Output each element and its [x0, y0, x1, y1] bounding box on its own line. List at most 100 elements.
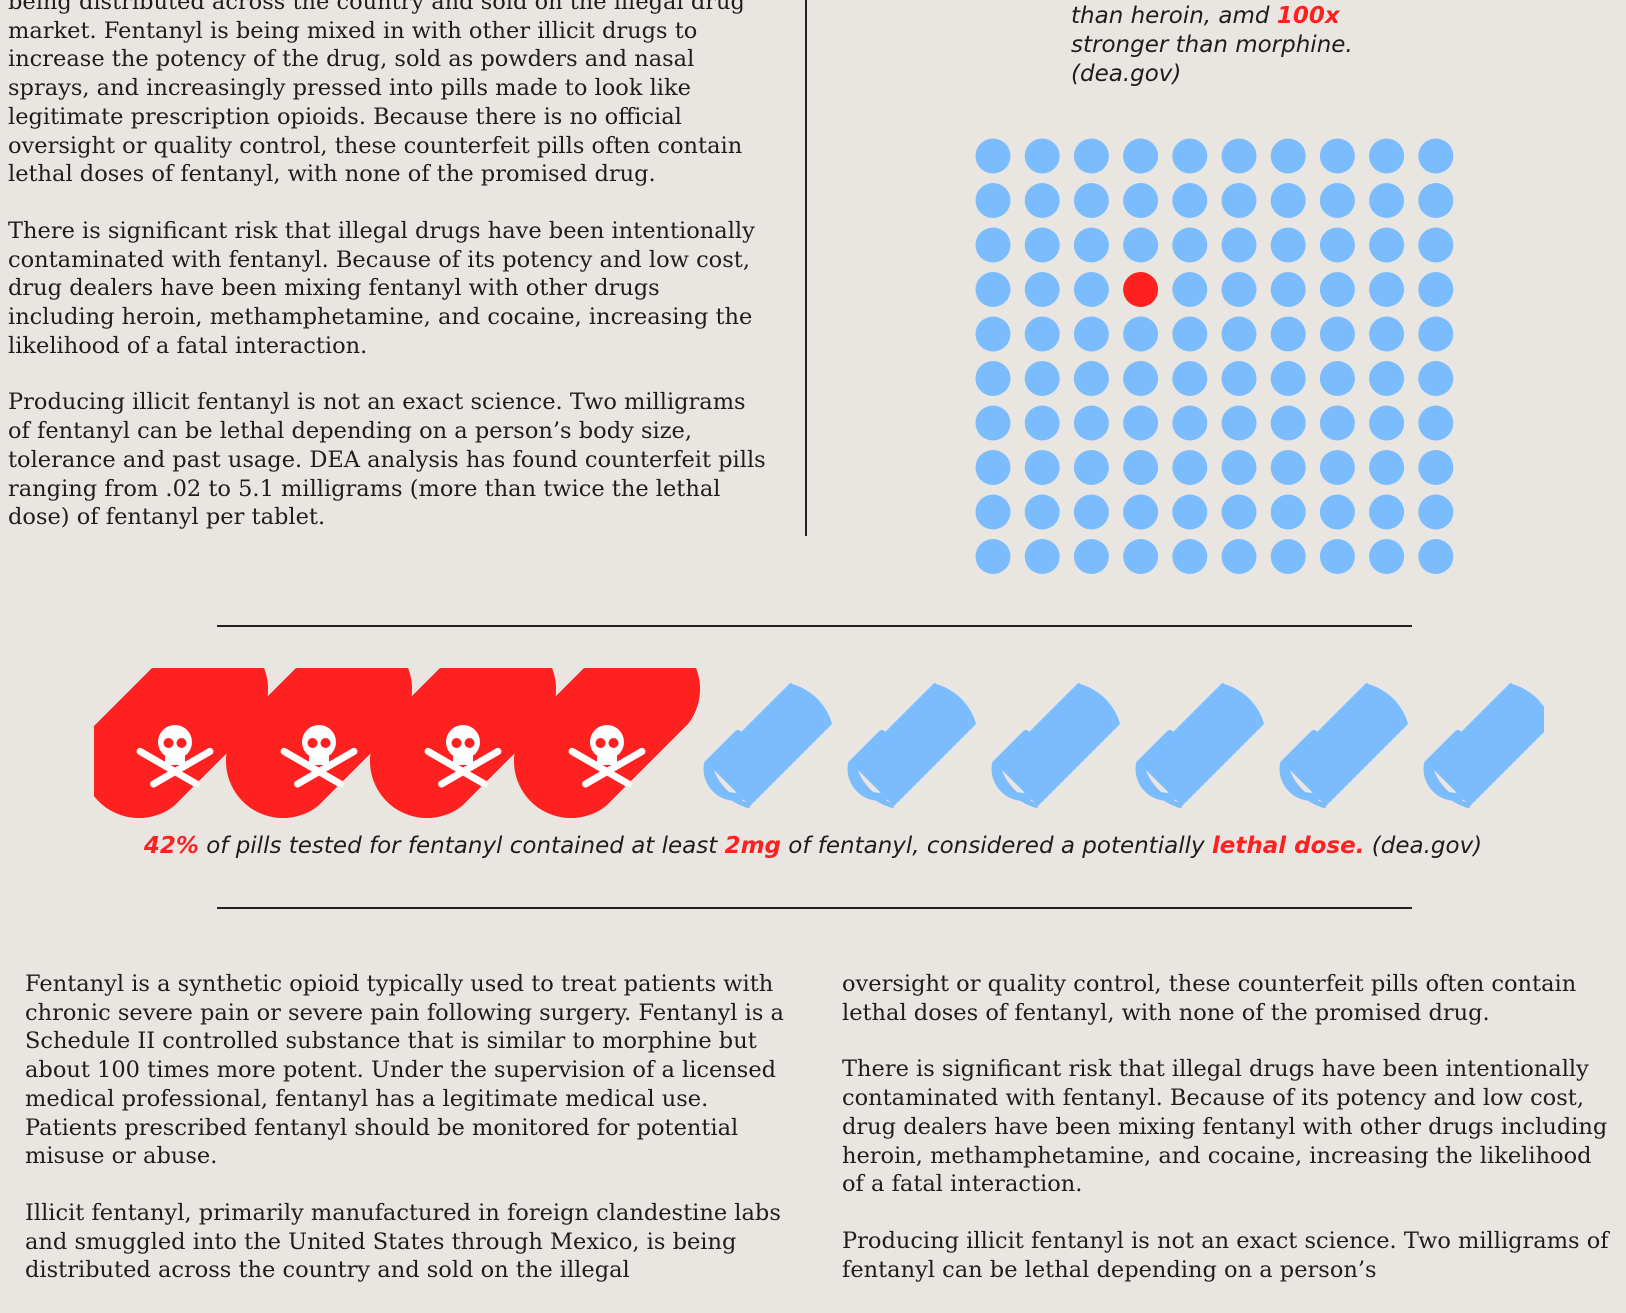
quote-highlight: 100x [1276, 3, 1340, 29]
dot [1418, 539, 1454, 574]
pill-lethal [94, 668, 269, 818]
dot [1172, 450, 1208, 485]
dot [1024, 539, 1060, 574]
pill-safe [991, 682, 1120, 809]
dot [1073, 227, 1109, 263]
dot [1369, 316, 1405, 352]
skull-crossbones-icon [568, 725, 646, 788]
quote-line-1: than heroin, amd 100x [1071, 3, 1340, 29]
dot [1024, 272, 1060, 307]
dot [1319, 138, 1355, 174]
dot [1073, 138, 1109, 174]
dot [1369, 450, 1405, 485]
potency-dot-grid [975, 138, 1454, 574]
paragraph: Fentanyl is a synthetic opioid typically… [25, 971, 784, 1170]
pill-safe [1279, 682, 1408, 809]
dot [1073, 272, 1109, 307]
dot [1172, 361, 1208, 396]
top-left-article-text: being distributed across the country and… [8, 0, 768, 560]
dot [975, 183, 1011, 218]
dot [1221, 361, 1257, 396]
dot [1319, 405, 1355, 441]
bottom-left-article-text: Fentanyl is a synthetic opioid typically… [25, 970, 785, 1313]
dot [1319, 183, 1355, 218]
dot [975, 227, 1011, 263]
capsule-icon [1279, 682, 1408, 809]
capsule-icon [1135, 682, 1264, 809]
dot [975, 361, 1011, 396]
dot [1172, 494, 1208, 530]
capsule-icon [1423, 682, 1544, 809]
caption-source: (dea.gov) [1364, 833, 1483, 859]
horizontal-divider-bottom [217, 907, 1412, 909]
dot [1418, 227, 1454, 263]
dot [1418, 361, 1454, 396]
paragraph: Producing illicit fentanyl is not an exa… [8, 389, 766, 531]
pill-lethal [513, 668, 701, 818]
pill-safe [1423, 682, 1544, 809]
capsule-icon [703, 682, 832, 809]
dot [1221, 272, 1257, 307]
skull-crossbones-icon [280, 725, 358, 788]
dot [1221, 183, 1257, 218]
dot [1024, 138, 1060, 174]
dot [1073, 494, 1109, 530]
dot [1123, 405, 1159, 441]
dot [1319, 361, 1355, 396]
dot [1221, 405, 1257, 441]
dot [1270, 450, 1306, 485]
dot [1418, 316, 1454, 352]
dot [1270, 405, 1306, 441]
skull-crossbones-icon [136, 725, 214, 788]
dot [1024, 227, 1060, 263]
dot [1418, 138, 1454, 174]
dot [1172, 539, 1208, 574]
dot [1270, 361, 1306, 396]
dot [1319, 316, 1355, 352]
dot [1024, 450, 1060, 485]
dot [1369, 138, 1405, 174]
dot [1270, 272, 1306, 307]
paragraph: being distributed across the country and… [8, 0, 745, 188]
pill-lethal [225, 668, 413, 818]
dot [1123, 138, 1159, 174]
dot-highlighted [1123, 272, 1159, 307]
quote-source: (dea.gov) [1071, 61, 1182, 87]
dot [1024, 361, 1060, 396]
dot [1319, 450, 1355, 485]
dot [1172, 138, 1208, 174]
skull-crossbones-icon [424, 725, 502, 788]
dot [1172, 227, 1208, 263]
dot [1123, 227, 1159, 263]
paragraph: There is significant risk that illegal d… [842, 1056, 1608, 1198]
paragraph: Producing illicit fentanyl is not an exa… [842, 1227, 1609, 1283]
dot [1369, 539, 1405, 574]
dot [1319, 227, 1355, 263]
caption-dose: 2mg [724, 833, 781, 859]
pill-chart [94, 668, 1544, 818]
dot [1369, 494, 1405, 530]
bottom-right-article-text: oversight or quality control, these coun… [842, 970, 1612, 1312]
dot [1172, 183, 1208, 218]
dot [975, 272, 1011, 307]
dot [1024, 183, 1060, 218]
dot [975, 450, 1011, 485]
pill-safe [847, 682, 976, 809]
dot [1369, 361, 1405, 396]
dot [975, 138, 1011, 174]
dot [1270, 227, 1306, 263]
dot [1123, 316, 1159, 352]
dot [975, 405, 1011, 441]
dot [1221, 316, 1257, 352]
paragraph: There is significant risk that illegal d… [8, 217, 755, 359]
dot [1073, 539, 1109, 574]
dot [1319, 539, 1355, 574]
caption-percent: 42% [143, 833, 199, 859]
dot [1073, 361, 1109, 396]
dot [1172, 272, 1208, 307]
dot [1024, 316, 1060, 352]
horizontal-divider-top [217, 625, 1412, 627]
dot [1319, 272, 1355, 307]
capsule-icon [847, 682, 976, 809]
dot [1172, 405, 1208, 441]
